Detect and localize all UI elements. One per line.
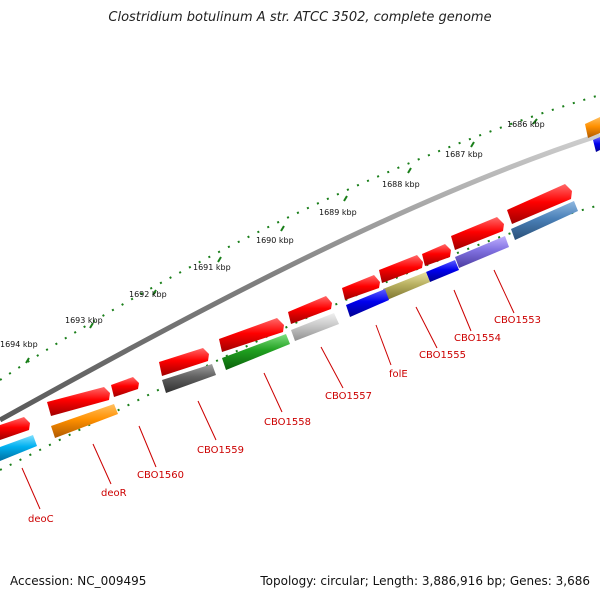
inner-tick-ring <box>0 204 600 471</box>
gene-arrow <box>111 377 139 397</box>
major-tick <box>25 357 30 364</box>
gene-label-cbo1557: CBO1557 <box>325 391 372 402</box>
tick-label-1689: 1689 kbp <box>319 208 357 217</box>
gene-box-blue <box>346 289 389 317</box>
major-tick <box>280 225 285 232</box>
major-ticks <box>25 118 538 364</box>
genome-summary: Topology: circular; Length: 3,886,916 bp… <box>260 574 590 588</box>
major-tick <box>152 289 157 296</box>
gene-label-cbo1558: CBO1558 <box>264 417 311 428</box>
gene-box-purple <box>455 236 509 268</box>
gene-box-orange <box>51 404 118 438</box>
gene-arrow <box>342 275 380 300</box>
major-tick <box>217 256 222 263</box>
gene-label-cbo1555: CBO1555 <box>419 350 466 361</box>
gene-label-cbo1560: CBO1560 <box>137 470 184 481</box>
gene-arrow <box>47 387 110 416</box>
forward-strand <box>0 184 572 440</box>
gene-box-cyan <box>0 435 37 461</box>
gene-box-olive <box>383 272 430 300</box>
gene-arrow <box>451 217 504 250</box>
major-tick <box>532 118 538 125</box>
tick-label-1686: 1686 kbp <box>507 120 545 129</box>
gene-box-lightgray <box>291 313 339 341</box>
major-tick <box>89 322 94 329</box>
feature-orange-edge <box>585 117 600 138</box>
gene-box-green <box>222 334 290 370</box>
tick-label-1693: 1693 kbp <box>65 316 103 325</box>
major-tick <box>343 195 348 202</box>
feature-blue-edge <box>593 137 600 152</box>
tick-label-1688: 1688 kbp <box>382 180 420 189</box>
gene-arrow <box>219 318 284 352</box>
label-line <box>21 467 41 510</box>
gene-arrow <box>507 184 572 224</box>
genome-backbone <box>0 132 600 423</box>
label-line <box>197 400 217 441</box>
label-line <box>263 372 283 413</box>
tick-label-1694: 1694 kbp <box>0 340 38 349</box>
major-tick <box>470 141 475 148</box>
gene-label-deoc: deoC <box>28 514 54 525</box>
gene-arrow <box>422 244 451 266</box>
gene-box-darkgray <box>162 364 216 393</box>
gene-arrow <box>159 348 209 376</box>
label-line <box>453 289 472 332</box>
label-lines <box>21 269 515 510</box>
gene-label-cbo1553: CBO1553 <box>494 315 541 326</box>
reverse-strand <box>0 201 578 461</box>
gene-arrow <box>0 417 30 440</box>
gene-label-deor: deoR <box>101 488 127 499</box>
label-line <box>320 346 344 389</box>
gene-label-fole: folE <box>389 369 408 380</box>
tick-label-1692: 1692 kbp <box>129 290 167 299</box>
label-line <box>415 306 438 349</box>
map-title: Clostridium botulinum A str. ATCC 3502, … <box>108 10 492 25</box>
label-line <box>138 425 157 468</box>
tick-label-1687: 1687 kbp <box>445 150 483 159</box>
gene-arrow <box>288 296 332 324</box>
label-line <box>493 269 515 314</box>
accession-label: Accession: NC_009495 <box>10 574 147 588</box>
label-line <box>92 443 112 485</box>
tick-label-1690: 1690 kbp <box>256 236 294 245</box>
gene-label-cbo1559: CBO1559 <box>197 445 244 456</box>
gene-arrow <box>379 255 423 283</box>
gene-box-blue <box>426 260 459 282</box>
tick-label-1691: 1691 kbp <box>193 263 231 272</box>
major-tick <box>407 167 412 174</box>
label-line <box>375 324 392 366</box>
gene-box-steel <box>511 201 578 240</box>
gene-label-cbo1554: CBO1554 <box>454 333 501 344</box>
